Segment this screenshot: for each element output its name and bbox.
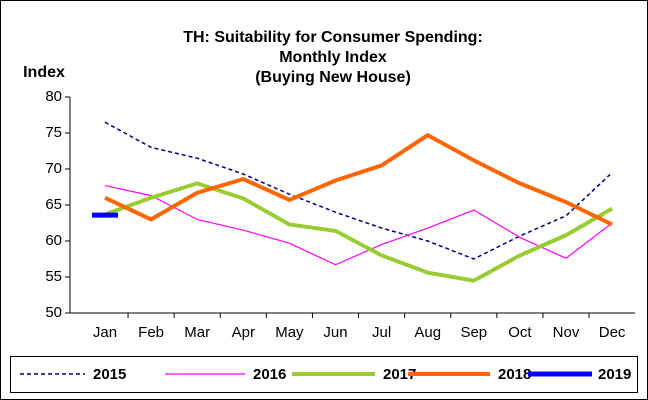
series-line	[104, 181, 614, 283]
x-tick-label: Nov	[553, 324, 580, 341]
y-tick-label: 50	[45, 304, 62, 321]
y-tick-label: 75	[45, 124, 62, 141]
y-tick-label: 80	[45, 88, 62, 105]
x-tick-label: Apr	[232, 324, 255, 341]
y-tick-label: 55	[45, 268, 62, 285]
x-tick-label: Mar	[184, 324, 210, 341]
y-axis-label: Index	[23, 64, 65, 81]
series-line	[104, 121, 613, 260]
x-tick-label: Feb	[138, 324, 164, 341]
legend-label: 2016	[253, 366, 286, 383]
y-tick-label: 60	[45, 232, 62, 249]
x-tick-label: Jan	[93, 324, 117, 341]
x-tick-label: Jul	[372, 324, 391, 341]
x-tick-label: Aug	[414, 324, 441, 341]
legend-label: 2018	[498, 366, 531, 383]
chart-title: (Buying New House)	[255, 69, 411, 86]
series-line	[104, 133, 613, 227]
x-tick-label: May	[275, 324, 304, 341]
x-tick-label: Oct	[508, 324, 532, 341]
legend-label: 2019	[598, 366, 631, 383]
y-tick-label: 65	[45, 196, 62, 213]
legend-label: 2017	[383, 366, 416, 383]
series-line	[104, 184, 613, 266]
chart-title: Monthly Index	[279, 49, 387, 66]
x-tick-label: Jun	[323, 324, 347, 341]
legend-label: 2015	[93, 366, 126, 383]
x-tick-label: Sep	[460, 324, 487, 341]
y-tick-label: 70	[45, 160, 62, 177]
chart-title: TH: Suitability for Consumer Spending:	[183, 29, 483, 46]
x-tick-label: Dec	[599, 324, 626, 341]
